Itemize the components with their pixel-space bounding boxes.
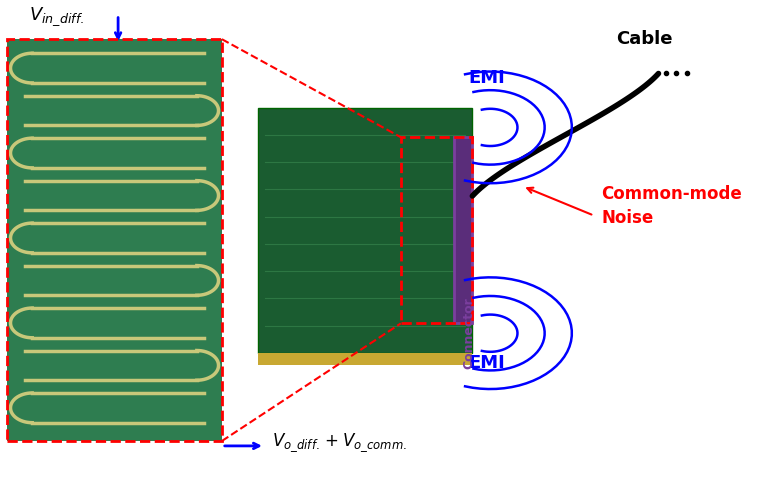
- Bar: [7, 39, 222, 441]
- Text: $V_{o\_diff.}+V_{o\_comm.}$: $V_{o\_diff.}+V_{o\_comm.}$: [272, 431, 407, 454]
- Text: EMI: EMI: [469, 69, 505, 87]
- Text: Connector: Connector: [463, 297, 475, 369]
- Text: Cable: Cable: [616, 30, 672, 48]
- Bar: [401, 137, 472, 323]
- Bar: [454, 137, 472, 323]
- Text: $V_{in\_diff.}$: $V_{in\_diff.}$: [29, 5, 84, 27]
- Text: Common-mode
Noise: Common-mode Noise: [601, 185, 742, 226]
- Bar: [258, 353, 472, 365]
- Text: EMI: EMI: [469, 353, 505, 371]
- Bar: [258, 108, 472, 353]
- Bar: [7, 39, 222, 441]
